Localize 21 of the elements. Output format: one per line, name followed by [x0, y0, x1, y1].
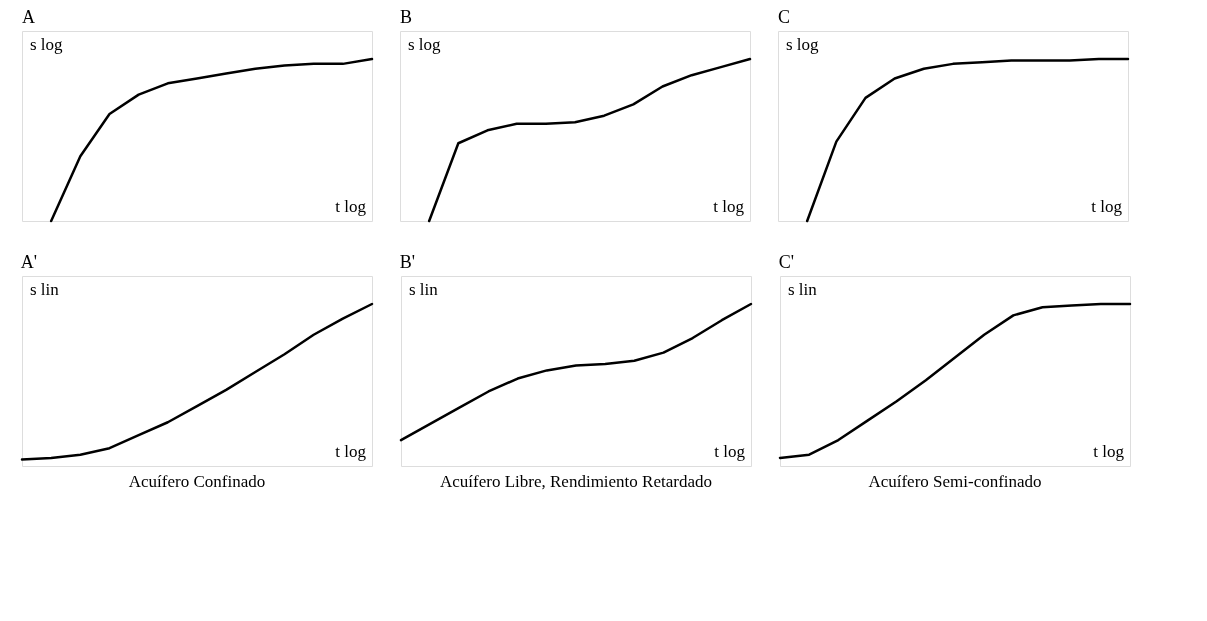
x-axis-title: t log: [1091, 197, 1123, 216]
y-axis-title: s lin: [788, 280, 818, 299]
x-axis-title: t log: [714, 442, 746, 461]
chart-title: B': [399, 252, 415, 272]
chart-title: C: [778, 7, 791, 27]
text: Acuífero Confinado: [128, 472, 266, 491]
x-axis-title: t log: [335, 442, 367, 461]
text: Acuífero Semi-confinado: [868, 472, 1042, 491]
y-axis-title: s log: [408, 35, 442, 54]
x-axis-title: t log: [713, 197, 745, 216]
text: Acuífero Libre, Rendimiento Retardado: [440, 472, 712, 491]
chart-title: A: [22, 7, 35, 27]
chart-title: C': [778, 252, 794, 272]
y-axis-title: s log: [786, 35, 820, 54]
x-axis-title: t log: [335, 197, 367, 216]
y-axis-title: s lin: [30, 280, 60, 299]
y-axis-title: s log: [30, 35, 64, 54]
y-axis-title: s lin: [409, 280, 439, 299]
x-axis-title: t log: [1093, 442, 1125, 461]
chart-title: B: [400, 7, 413, 27]
chart-title: A': [20, 252, 37, 272]
